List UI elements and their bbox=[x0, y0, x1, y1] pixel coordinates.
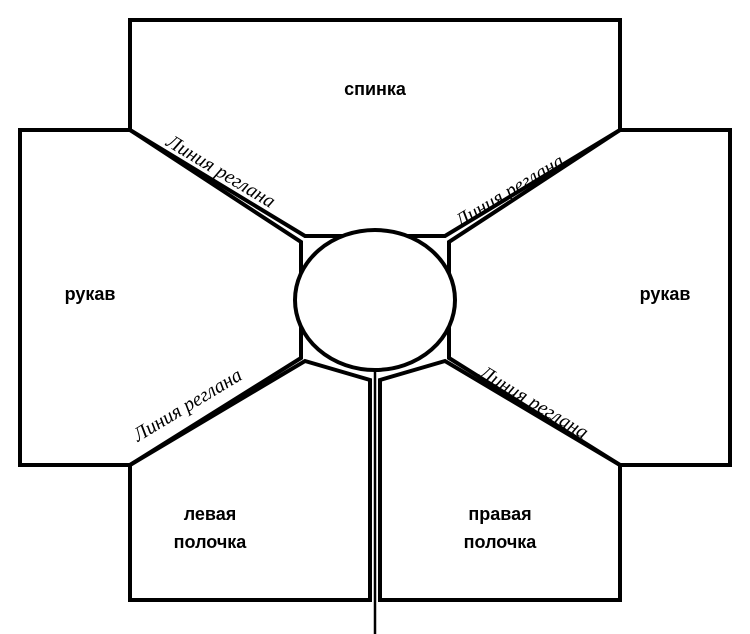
raglan-label-top-left: Линия реглана bbox=[162, 130, 280, 213]
front-right-label-1: правая bbox=[468, 504, 531, 524]
neckline-ellipse bbox=[295, 230, 455, 370]
raglan-label-bottom-right: Линия реглана bbox=[475, 361, 593, 444]
left-sleeve-label: рукав bbox=[65, 284, 116, 304]
right-sleeve-label: рукав bbox=[640, 284, 691, 304]
back-label: спинка bbox=[344, 79, 407, 99]
front-left-label-2: полочка bbox=[174, 532, 248, 552]
raglan-diagram: спинка рукав рукав левая полочка правая … bbox=[0, 0, 750, 634]
front-left-panel bbox=[130, 361, 370, 600]
back-panel bbox=[130, 20, 620, 236]
front-left-label-1: левая bbox=[184, 504, 237, 524]
raglan-label-top-right: Линия реглана bbox=[450, 150, 568, 233]
front-right-label-2: полочка bbox=[464, 532, 538, 552]
front-right-panel bbox=[380, 361, 620, 600]
